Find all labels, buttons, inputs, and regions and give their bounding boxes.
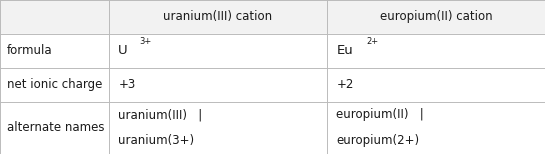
Text: formula: formula <box>7 44 52 57</box>
Text: uranium(3+): uranium(3+) <box>118 134 195 147</box>
Text: 2+: 2+ <box>366 37 378 46</box>
Text: 3+: 3+ <box>139 37 151 46</box>
Text: +2: +2 <box>336 78 354 91</box>
Text: alternate names: alternate names <box>7 121 104 134</box>
Text: europium(II)   |: europium(II) | <box>336 108 424 121</box>
Text: net ionic charge: net ionic charge <box>7 78 102 91</box>
Text: europium(II) cation: europium(II) cation <box>380 10 492 23</box>
Text: Eu: Eu <box>336 44 353 57</box>
Text: +3: +3 <box>118 78 136 91</box>
Text: europium(2+): europium(2+) <box>336 134 420 147</box>
Text: uranium(III)   |: uranium(III) | <box>118 108 203 121</box>
Text: U: U <box>118 44 128 57</box>
Text: uranium(III) cation: uranium(III) cation <box>164 10 272 23</box>
